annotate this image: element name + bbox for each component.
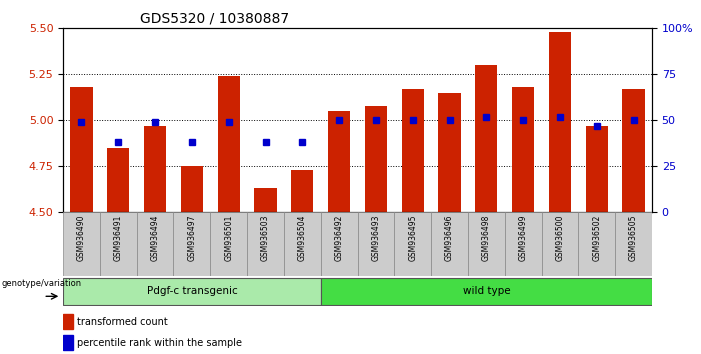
Bar — [291, 170, 313, 212]
Text: GSM936496: GSM936496 — [445, 214, 454, 261]
Text: GSM936493: GSM936493 — [372, 214, 381, 261]
Text: GSM936502: GSM936502 — [592, 214, 601, 261]
Text: transformed count: transformed count — [76, 316, 168, 327]
Text: GSM936501: GSM936501 — [224, 214, 233, 261]
Text: GSM936490: GSM936490 — [77, 214, 86, 261]
Bar — [70, 87, 93, 212]
Text: GSM936504: GSM936504 — [298, 214, 307, 261]
Text: GSM936503: GSM936503 — [261, 214, 270, 261]
Bar — [63, 278, 320, 305]
Text: GSM936499: GSM936499 — [519, 214, 528, 261]
Text: GSM936491: GSM936491 — [114, 214, 123, 261]
Text: percentile rank within the sample: percentile rank within the sample — [76, 338, 242, 348]
Bar — [578, 212, 615, 276]
Bar — [63, 335, 73, 350]
Bar — [174, 212, 210, 276]
Bar — [217, 76, 240, 212]
Text: GSM936495: GSM936495 — [408, 214, 417, 261]
Text: GSM936494: GSM936494 — [151, 214, 160, 261]
Bar — [100, 212, 137, 276]
Bar — [615, 212, 652, 276]
Bar — [505, 212, 541, 276]
Text: GSM936492: GSM936492 — [334, 214, 343, 261]
Bar — [622, 89, 644, 212]
Text: GSM936505: GSM936505 — [629, 214, 638, 261]
Bar — [585, 126, 608, 212]
Text: GSM936500: GSM936500 — [555, 214, 564, 261]
Bar — [107, 148, 129, 212]
Bar — [63, 314, 73, 329]
Bar — [365, 105, 387, 212]
Bar — [254, 188, 276, 212]
Bar — [549, 32, 571, 212]
Bar — [63, 212, 100, 276]
Bar — [210, 212, 247, 276]
Text: GSM936497: GSM936497 — [187, 214, 196, 261]
Bar — [181, 166, 203, 212]
Bar — [402, 89, 423, 212]
Bar — [512, 87, 534, 212]
Bar — [247, 212, 284, 276]
Bar — [438, 93, 461, 212]
Bar — [284, 212, 320, 276]
Bar — [394, 212, 431, 276]
Bar — [541, 212, 578, 276]
Text: GSM936498: GSM936498 — [482, 214, 491, 261]
Bar — [137, 212, 174, 276]
Bar — [475, 65, 497, 212]
Bar — [320, 212, 358, 276]
Bar — [358, 212, 394, 276]
Text: genotype/variation: genotype/variation — [1, 279, 81, 288]
Bar — [431, 212, 468, 276]
Text: Pdgf-c transgenic: Pdgf-c transgenic — [147, 286, 237, 296]
Bar — [320, 278, 652, 305]
Text: wild type: wild type — [463, 286, 510, 296]
Bar — [144, 126, 166, 212]
Text: GDS5320 / 10380887: GDS5320 / 10380887 — [139, 12, 289, 26]
Bar — [328, 111, 350, 212]
Bar — [468, 212, 505, 276]
